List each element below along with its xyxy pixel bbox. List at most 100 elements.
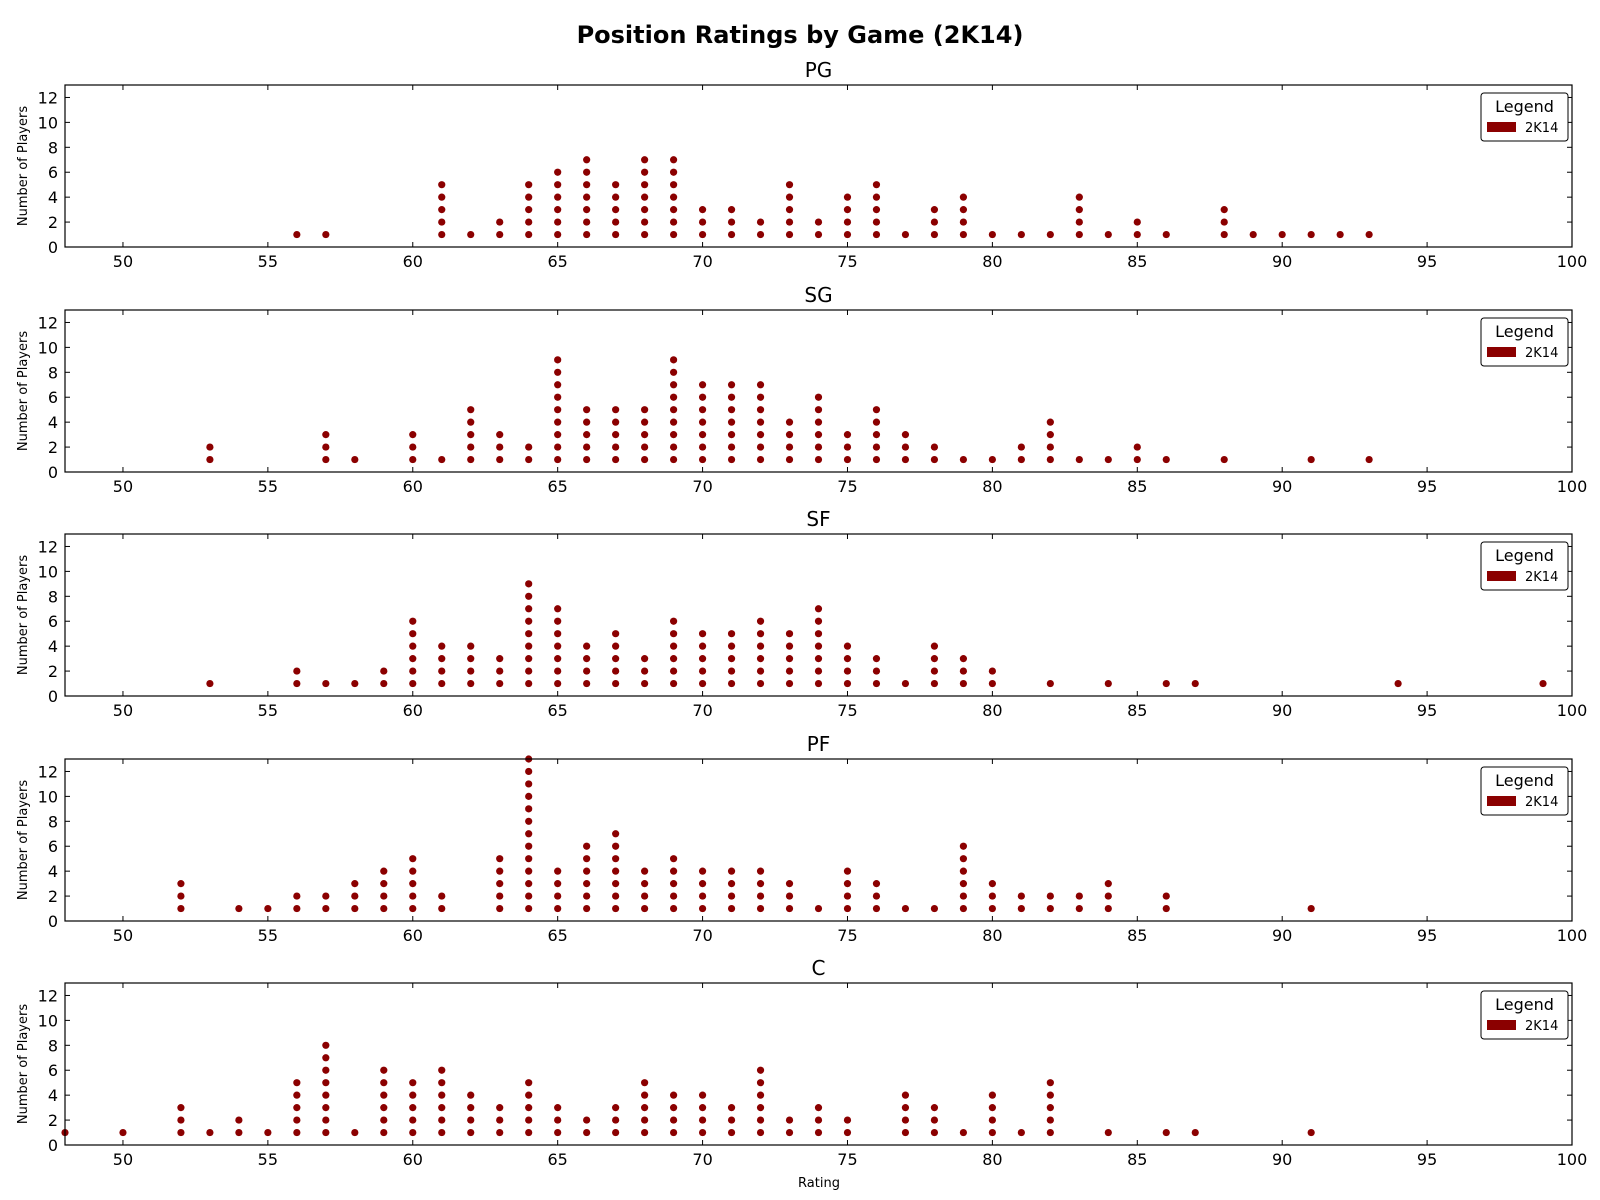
data-point — [525, 780, 533, 788]
subplot-title: PF — [807, 732, 831, 756]
data-point — [959, 193, 968, 201]
y-axis-label: Number of Players — [16, 555, 31, 675]
data-point — [554, 904, 562, 913]
x-tick-label: 70 — [692, 252, 712, 271]
data-point — [1365, 230, 1373, 239]
data-point — [872, 230, 881, 239]
data-point — [698, 443, 707, 451]
data-point — [930, 679, 939, 688]
data-point — [438, 655, 446, 663]
data-point — [785, 1128, 794, 1137]
data-point — [1307, 455, 1315, 464]
data-point — [959, 892, 968, 900]
data-point — [872, 431, 881, 439]
x-tick-label: 55 — [258, 1150, 278, 1169]
data-point — [467, 1104, 475, 1112]
data-point — [612, 655, 620, 663]
data-point — [264, 1128, 272, 1137]
data-point — [525, 443, 533, 451]
data-point — [467, 1128, 475, 1137]
x-tick-label: 70 — [692, 701, 712, 720]
data-point — [206, 455, 214, 464]
data-point — [380, 667, 388, 675]
data-point — [554, 230, 562, 239]
data-point — [1249, 230, 1257, 239]
data-point — [380, 1066, 388, 1074]
data-point — [525, 592, 533, 600]
data-point — [959, 1128, 968, 1137]
data-point — [727, 867, 736, 875]
data-point — [177, 880, 185, 888]
data-point — [1017, 443, 1025, 451]
data-point — [698, 1128, 707, 1137]
data-point — [206, 443, 214, 451]
y-tick-label: 10 — [38, 787, 58, 806]
x-tick-label: 65 — [547, 252, 567, 271]
data-point — [409, 443, 417, 451]
data-point — [409, 892, 417, 900]
data-point — [380, 892, 388, 900]
plot-frame — [64, 309, 1573, 473]
data-point — [438, 455, 446, 464]
data-point — [322, 1054, 330, 1062]
data-point — [988, 1104, 996, 1112]
x-tick-label: 90 — [1272, 701, 1292, 720]
data-point — [727, 679, 736, 688]
data-point — [409, 617, 417, 625]
data-point — [872, 406, 881, 414]
data-point — [322, 1116, 330, 1124]
x-tick-label: 100 — [1557, 477, 1588, 496]
x-tick-label: 90 — [1272, 477, 1292, 496]
data-point — [496, 431, 504, 439]
data-point — [322, 431, 330, 439]
data-point — [814, 406, 823, 414]
data-point — [756, 381, 765, 389]
data-point — [612, 904, 620, 913]
y-tick-label: 12 — [38, 88, 58, 107]
data-point — [872, 679, 881, 688]
data-point — [785, 667, 794, 675]
data-point — [814, 1104, 823, 1112]
x-tick-label: 95 — [1417, 701, 1437, 720]
data-point — [843, 880, 852, 888]
data-point — [901, 1116, 910, 1124]
data-point — [727, 1104, 736, 1112]
data-point — [959, 867, 968, 875]
data-point — [119, 1128, 127, 1137]
data-point — [525, 904, 533, 913]
x-tick-label: 60 — [403, 252, 423, 271]
data-point — [612, 630, 620, 638]
data-point — [438, 1104, 446, 1112]
data-point — [872, 443, 881, 451]
data-point — [612, 830, 620, 838]
data-point — [612, 181, 620, 189]
data-point — [612, 667, 620, 675]
data-point — [525, 817, 533, 825]
y-tick-label: 0 — [48, 238, 58, 257]
data-point — [930, 206, 939, 214]
data-point — [756, 867, 765, 875]
data-point — [843, 904, 852, 913]
data-point — [641, 156, 649, 164]
data-point — [988, 455, 996, 464]
data-point — [930, 455, 939, 464]
x-tick-label: 80 — [982, 252, 1002, 271]
data-point — [641, 193, 649, 201]
data-point — [669, 230, 678, 239]
y-axis-label: Number of Players — [16, 780, 31, 900]
x-tick-label: 80 — [982, 926, 1002, 945]
data-point — [322, 443, 330, 451]
data-point — [756, 679, 765, 688]
data-point — [583, 867, 591, 875]
y-tick-label: 4 — [48, 413, 58, 432]
data-point — [612, 1116, 620, 1124]
data-point — [698, 418, 707, 426]
y-tick-label: 8 — [48, 587, 58, 606]
data-point — [814, 617, 823, 625]
data-point — [525, 1091, 533, 1099]
data-point — [756, 667, 765, 675]
data-point — [525, 667, 533, 675]
data-point — [1046, 1104, 1054, 1112]
data-point — [843, 1128, 852, 1137]
y-tick-label: 10 — [38, 1011, 58, 1030]
